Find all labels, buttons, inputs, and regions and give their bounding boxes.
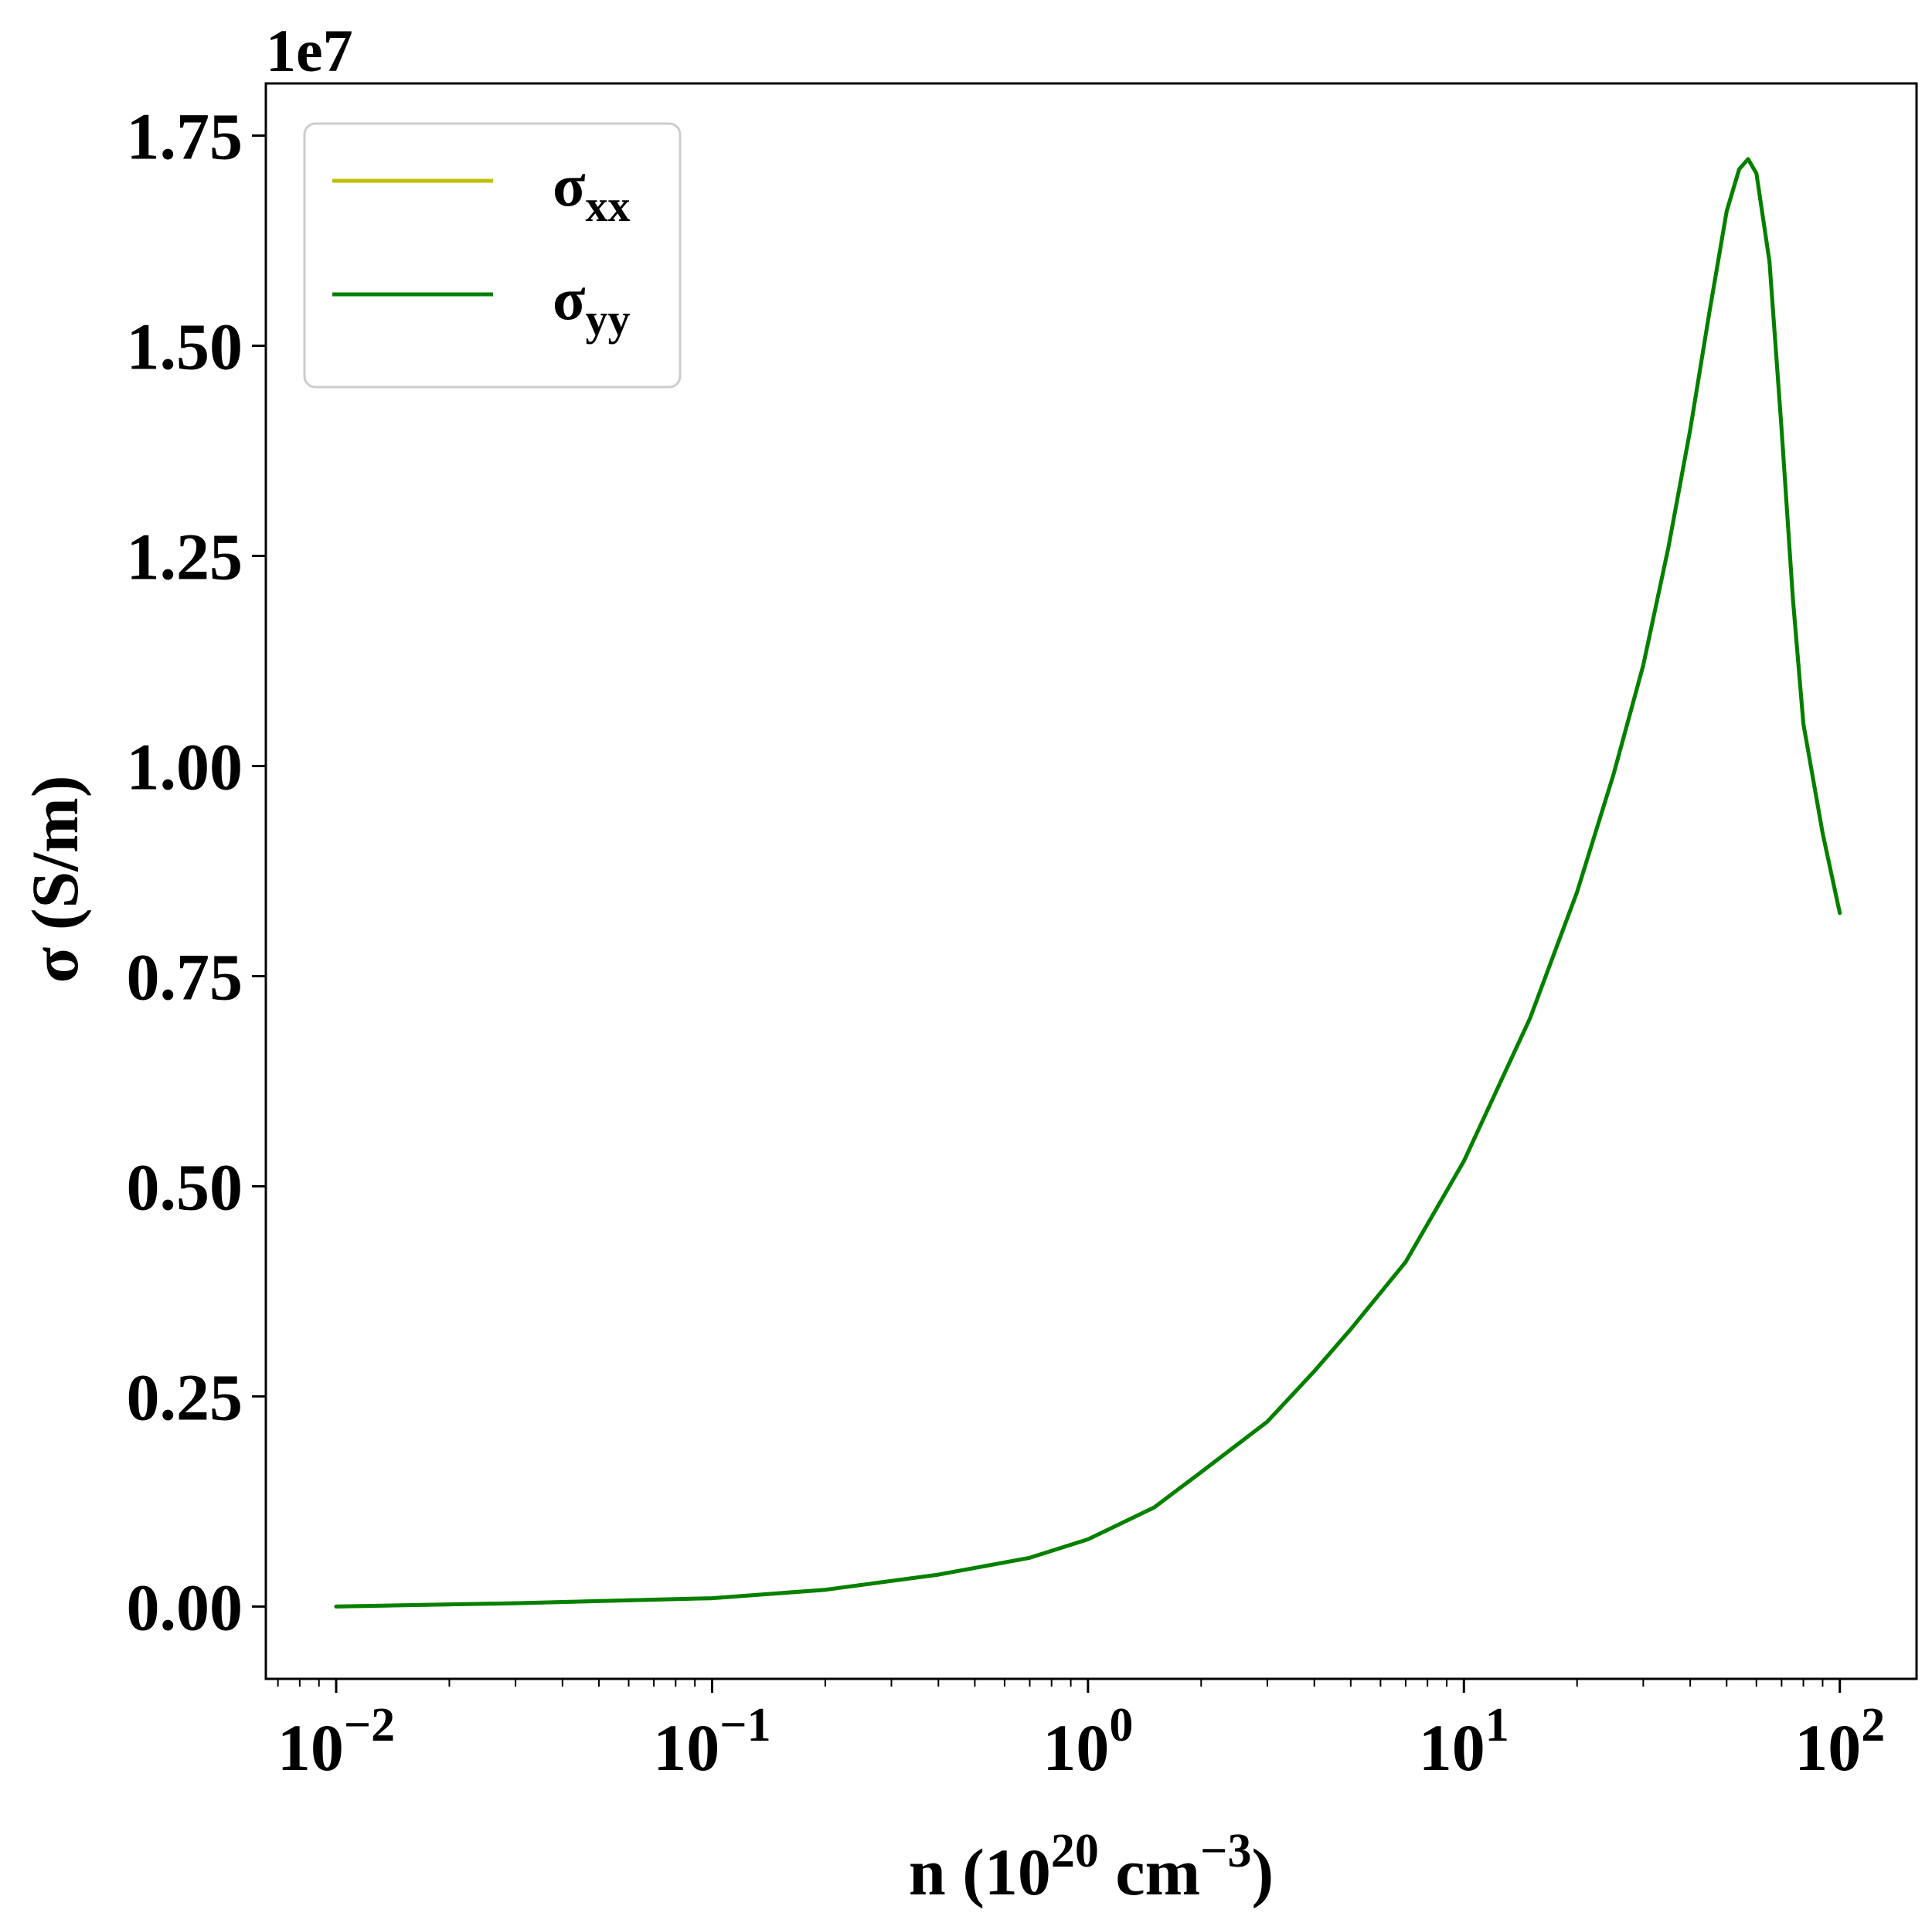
legend: σxx σyy xyxy=(303,122,682,389)
y-offset-label: 1e7 xyxy=(266,17,353,84)
legend-label-sigma-xx: σxx xyxy=(553,151,630,231)
y-tick-label: 0.50 xyxy=(127,1150,243,1224)
x-axis-ticks: 10−2 10−1 100 101 102 xyxy=(277,1679,1885,1785)
x-tick-label: 100 xyxy=(1043,1699,1133,1785)
y-tick-label: 1.25 xyxy=(127,519,243,593)
x-tick-label: 101 xyxy=(1419,1699,1509,1785)
x-tick-label: 10−2 xyxy=(277,1699,395,1785)
legend-box xyxy=(303,122,682,389)
legend-label-sigma-yy: σyy xyxy=(553,265,630,345)
y-tick-label: 1.75 xyxy=(127,99,243,173)
x-axis-label: n (1020 cm−3) xyxy=(909,1825,1274,1909)
y-tick-label: 1.00 xyxy=(127,729,243,804)
y-tick-label: 0.75 xyxy=(127,939,243,1014)
x-tick-label: 102 xyxy=(1794,1699,1885,1785)
y-axis-ticks: 0.00 0.25 0.50 0.75 1.00 1.25 1.50 1.75 xyxy=(127,99,266,1644)
x-tick-label: 10−1 xyxy=(653,1699,770,1785)
y-tick-label: 0.25 xyxy=(127,1360,243,1434)
y-axis-label: σ (S/m) xyxy=(18,776,92,984)
y-tick-label: 1.50 xyxy=(127,309,243,383)
series-line-yy xyxy=(334,157,1842,1609)
y-tick-label: 0.00 xyxy=(127,1570,243,1644)
plot-lines xyxy=(334,157,1842,1609)
